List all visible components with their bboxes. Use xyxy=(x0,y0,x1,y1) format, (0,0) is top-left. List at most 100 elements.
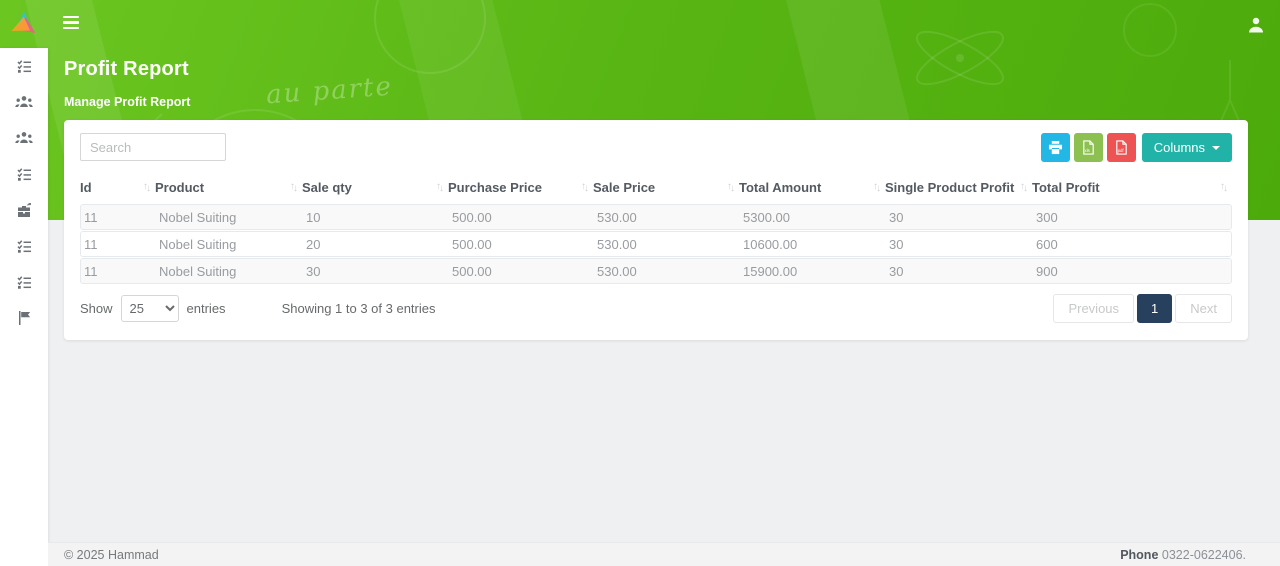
user-icon xyxy=(1249,17,1263,33)
svg-text:pdf: pdf xyxy=(1117,148,1124,153)
page-size-select[interactable]: 25 xyxy=(120,295,179,322)
column-label: Sale Price xyxy=(593,180,656,195)
cell-id: 11 xyxy=(84,263,98,279)
column-label: Total Amount xyxy=(739,180,822,195)
column-label: Product xyxy=(155,180,205,195)
sort-icon xyxy=(873,183,879,193)
cell-product: Nobel Suiting xyxy=(159,209,237,225)
column-header-total-amount[interactable]: Total Amount xyxy=(739,170,885,204)
cell-total-amount: 10600.00 xyxy=(743,236,798,252)
phone-label: Phone xyxy=(1120,547,1159,562)
cell-purchase-price: 500.00 xyxy=(452,209,492,225)
cell-purchase-price: 500.00 xyxy=(452,236,492,252)
column-header-total-profit[interactable]: Total Profit xyxy=(1032,170,1232,204)
tasks-list-icon xyxy=(16,168,31,181)
hamburger-icon xyxy=(63,16,79,19)
page-title: Profit Report xyxy=(64,58,189,80)
flag-icon xyxy=(18,311,30,325)
tasks-list-icon xyxy=(16,60,31,73)
export-button-group: xls pdf Columns xyxy=(1040,133,1232,162)
page-footer: © 2025 Hammad Phone 0322-0622406. xyxy=(48,542,1280,566)
hamburger-icon xyxy=(63,21,79,24)
cell-total-profit: 300 xyxy=(1036,209,1058,225)
menu-toggle-button[interactable] xyxy=(63,16,79,30)
columns-dropdown-button[interactable]: Columns xyxy=(1141,133,1232,162)
entries-label: entries xyxy=(186,301,226,316)
users-group-icon xyxy=(15,96,33,107)
sidebar-item-1[interactable] xyxy=(0,48,48,84)
sort-icon xyxy=(143,183,149,193)
export-pdf-button[interactable]: pdf xyxy=(1106,133,1136,162)
table-body: 11 Nobel Suiting 10 500.00 530.00 5300.0… xyxy=(80,204,1232,284)
table-footer-controls: Show 25 entries Showing 1 to 3 of 3 entr… xyxy=(80,294,1232,323)
file-pdf-icon: pdf xyxy=(1115,140,1127,155)
column-label: Single Product Profit xyxy=(885,180,1015,195)
cell-sale-price: 530.00 xyxy=(597,236,637,252)
page-length-control: Show 25 entries xyxy=(80,295,226,322)
table-row: 11 Nobel Suiting 30 500.00 530.00 15900.… xyxy=(80,258,1232,284)
sidebar-item-3[interactable] xyxy=(0,120,48,156)
page-heading: Profit Report Manage Profit Report xyxy=(64,58,190,109)
printer-icon xyxy=(1048,140,1062,154)
table-header-row: Id Product Sale qty Purchase Price Sale … xyxy=(80,170,1232,204)
cell-total-amount: 5300.00 xyxy=(743,209,790,225)
pinwheel-star-icon xyxy=(11,11,36,34)
page-1-button[interactable]: 1 xyxy=(1137,294,1173,323)
previous-page-button[interactable]: Previous xyxy=(1053,294,1135,323)
table-row: 11 Nobel Suiting 10 500.00 530.00 5300.0… xyxy=(80,204,1232,230)
show-label: Show xyxy=(80,301,113,316)
sidebar-item-5[interactable] xyxy=(0,192,48,228)
profit-report-card: xls pdf Columns Id xyxy=(64,120,1248,340)
sort-icon xyxy=(727,183,733,193)
copyright-text: © 2025 Hammad xyxy=(64,547,159,562)
sidebar-item-2[interactable] xyxy=(0,84,48,120)
cell-product: Nobel Suiting xyxy=(159,236,237,252)
column-label: Sale qty xyxy=(302,180,352,195)
hamburger-icon xyxy=(63,26,79,30)
sort-icon xyxy=(1220,183,1226,193)
cell-sale-qty: 10 xyxy=(306,209,321,225)
sort-icon xyxy=(581,183,587,193)
cell-sale-price: 530.00 xyxy=(597,263,637,279)
cell-product: Nobel Suiting xyxy=(159,263,237,279)
column-header-purchase-price[interactable]: Purchase Price xyxy=(448,170,593,204)
cell-total-profit: 900 xyxy=(1036,263,1058,279)
cell-single-product-profit: 30 xyxy=(889,236,904,252)
phone-number: 0322-0622406. xyxy=(1161,547,1246,562)
cell-sale-price: 530.00 xyxy=(597,209,637,225)
columns-button-label: Columns xyxy=(1153,140,1205,155)
sidebar-item-6[interactable] xyxy=(0,228,48,264)
tasks-list-icon xyxy=(16,276,31,289)
sort-icon xyxy=(1020,183,1026,193)
table-toolbar: xls pdf Columns xyxy=(80,133,1232,162)
search-input[interactable] xyxy=(80,133,226,161)
app-logo[interactable] xyxy=(0,0,48,48)
column-label: Id xyxy=(80,180,92,195)
cell-purchase-price: 500.00 xyxy=(452,263,492,279)
footer-phone: Phone 0322-0622406. xyxy=(1120,548,1246,562)
cell-sale-qty: 30 xyxy=(306,263,321,279)
next-page-button[interactable]: Next xyxy=(1175,294,1232,323)
briefcase-chart-icon xyxy=(18,202,31,217)
print-button[interactable] xyxy=(1040,133,1070,162)
export-excel-button[interactable]: xls xyxy=(1073,133,1103,162)
svg-text:xls: xls xyxy=(1084,148,1089,153)
sidebar-item-8[interactable] xyxy=(0,300,48,336)
pagination: Previous 1 Next xyxy=(1053,294,1232,323)
column-header-sale-qty[interactable]: Sale qty xyxy=(302,170,448,204)
cell-sale-qty: 20 xyxy=(306,236,321,252)
column-header-single-product-profit[interactable]: Single Product Profit xyxy=(885,170,1032,204)
column-header-product[interactable]: Product xyxy=(155,170,302,204)
column-header-id[interactable]: Id xyxy=(80,170,155,204)
users-group-icon xyxy=(15,132,33,143)
user-menu-button[interactable] xyxy=(1246,15,1266,35)
cell-id: 11 xyxy=(84,209,98,225)
sidebar-item-7[interactable] xyxy=(0,264,48,300)
tasks-list-icon xyxy=(16,240,31,253)
sidebar-item-4[interactable] xyxy=(0,156,48,192)
column-header-sale-price[interactable]: Sale Price xyxy=(593,170,739,204)
table-info-text: Showing 1 to 3 of 3 entries xyxy=(281,301,436,316)
cell-single-product-profit: 30 xyxy=(889,209,904,225)
file-xls-icon: xls xyxy=(1082,140,1094,155)
